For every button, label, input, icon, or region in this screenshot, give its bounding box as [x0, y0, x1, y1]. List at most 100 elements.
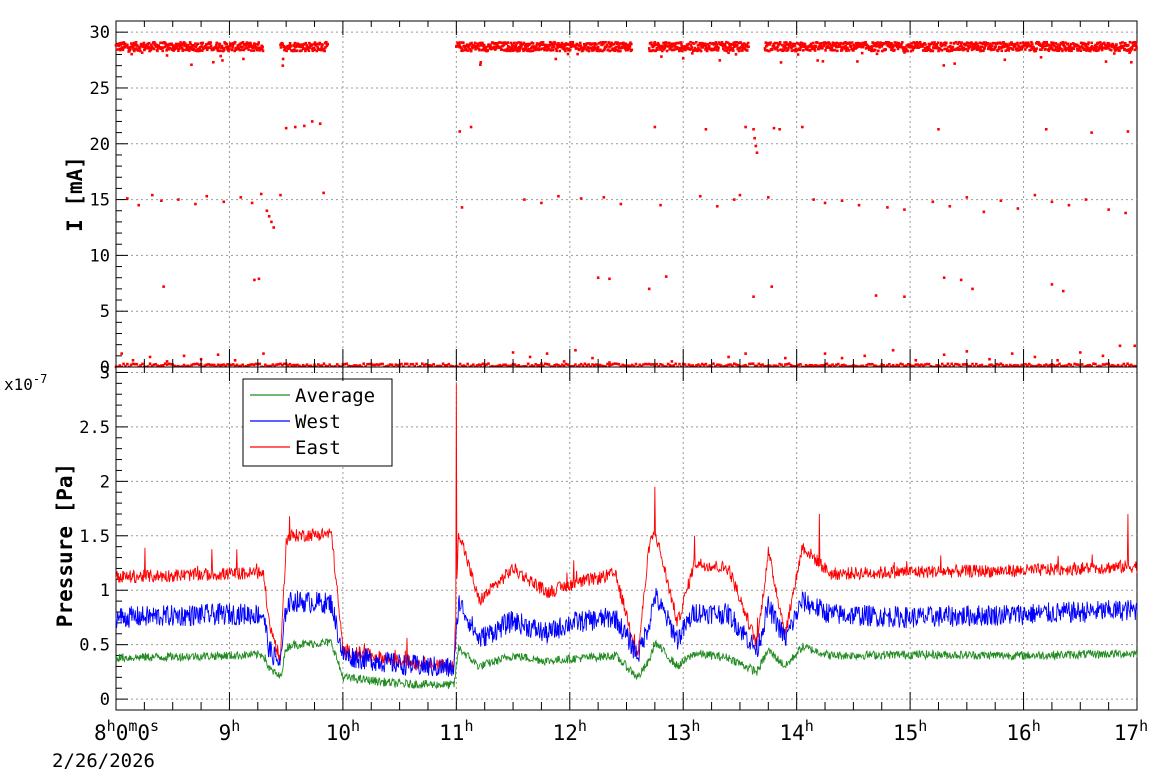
current-point [294, 363, 297, 367]
x-tick-label: 9h [219, 717, 241, 745]
current-point [656, 48, 659, 52]
current-point [1084, 198, 1088, 201]
current-point [770, 285, 774, 288]
current-point [451, 364, 454, 368]
pressure-axis-multiplier: x10-7 [4, 372, 47, 394]
current-point [674, 362, 677, 366]
current-point [536, 42, 539, 45]
current-point [550, 46, 554, 49]
current-point [554, 57, 558, 61]
current-point [972, 44, 976, 48]
current-point [585, 48, 589, 52]
current-point [623, 364, 626, 367]
current-point [1010, 364, 1014, 368]
current-point [689, 364, 693, 368]
current-point [1027, 41, 1030, 45]
current-point [318, 43, 321, 46]
current-point [138, 46, 142, 49]
current-point [1067, 362, 1071, 366]
current-point [315, 42, 319, 46]
current-point [940, 362, 944, 366]
current-point [655, 46, 659, 50]
current-point [1094, 43, 1097, 47]
current-point [827, 46, 831, 49]
current-point [848, 42, 852, 45]
current-point [971, 46, 974, 50]
current-point [506, 364, 509, 368]
current-point [240, 41, 243, 45]
current-point [755, 364, 759, 368]
current-point [189, 47, 193, 51]
current-point [1004, 49, 1007, 52]
current-point [502, 363, 505, 367]
current-point [927, 47, 930, 51]
current-point [942, 64, 946, 67]
current-point [269, 364, 273, 368]
current-point [1086, 364, 1090, 367]
current-point [207, 363, 210, 366]
current-point [530, 45, 534, 49]
current-point [558, 49, 562, 53]
current-point [1058, 362, 1061, 366]
current-point [488, 47, 492, 50]
current-point [993, 48, 996, 51]
current-point [927, 362, 931, 366]
current-point [662, 41, 665, 45]
current-point [428, 364, 432, 367]
current-point [614, 48, 618, 52]
current-point [1082, 47, 1086, 51]
current-point [870, 49, 873, 53]
current-point [1024, 48, 1027, 51]
current-point [700, 46, 703, 49]
current-point [130, 52, 134, 56]
current-point [303, 365, 307, 368]
current-point [514, 44, 518, 47]
current-point [928, 45, 931, 48]
current-point [524, 42, 528, 46]
current-point [502, 41, 505, 45]
current-point [224, 364, 227, 368]
current-point [1044, 47, 1047, 51]
current-point [761, 363, 764, 366]
current-point [877, 49, 880, 53]
current-point [182, 41, 186, 44]
current-point [895, 363, 899, 367]
current-point [726, 41, 730, 45]
current-point [661, 363, 664, 367]
current-point [146, 46, 150, 50]
current-point [1067, 203, 1071, 207]
current-point [659, 363, 662, 366]
current-point [249, 42, 253, 46]
current-point [890, 48, 893, 52]
current-point [492, 45, 496, 49]
current-point [204, 44, 208, 48]
current-point [801, 125, 804, 129]
current-point [470, 41, 473, 45]
current-point [550, 41, 553, 44]
current-point [812, 41, 815, 45]
current-point [312, 42, 316, 46]
current-point [1088, 363, 1092, 367]
current-point [457, 41, 461, 45]
current-point [671, 42, 675, 46]
current-point [233, 359, 237, 362]
current-point [1111, 363, 1114, 367]
current-point [505, 42, 508, 46]
current-point [966, 49, 970, 53]
current-point [670, 48, 674, 52]
current-point [711, 47, 715, 51]
current-point [1113, 49, 1117, 52]
current-point [409, 362, 413, 366]
current-point [966, 44, 970, 48]
current-point [519, 41, 523, 45]
current-point [403, 362, 407, 366]
current-point [1000, 49, 1004, 53]
current-point [354, 364, 358, 367]
current-point [296, 42, 299, 45]
current-point [177, 47, 181, 51]
current-point [557, 43, 561, 46]
current-point [764, 41, 768, 44]
current-point [201, 41, 205, 45]
current-point [913, 46, 916, 49]
